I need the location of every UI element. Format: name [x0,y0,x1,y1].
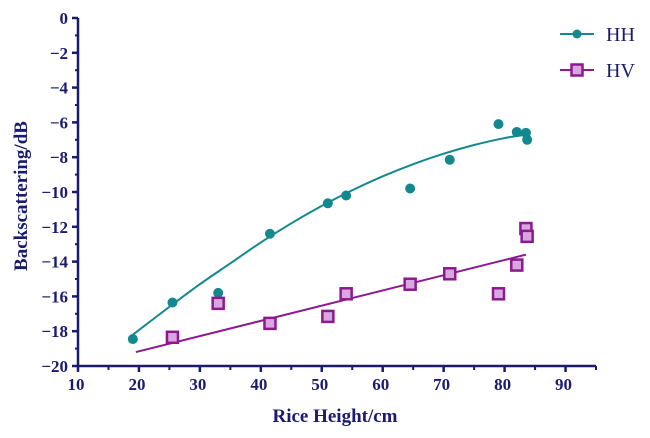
point-hv [442,267,457,281]
point-hh [264,228,275,239]
y-tick-label: −6 [50,113,68,132]
point-hh [167,297,178,308]
x-tick-label: 80 [494,375,511,394]
y-tick-label: −10 [41,183,68,202]
x-tick-label: 90 [555,375,572,394]
y-tick-label: −4 [50,79,69,98]
x-tick-label: 60 [372,375,389,394]
point-hh [213,287,224,298]
point-hv [510,258,524,272]
y-tick-label: 0 [60,9,69,28]
legend-marker-hh [572,29,582,39]
point-hv [520,229,534,244]
point-hv [321,309,335,324]
point-hh [127,334,138,345]
point-hv [491,287,506,301]
x-tick-label: 10 [68,375,85,394]
y-tick-label: −20 [41,357,68,376]
fit-lines [132,133,528,354]
point-hv [339,287,353,301]
legend-label-hv: HV [606,60,635,82]
legend-marker-hv [570,63,584,77]
point-hh [493,119,504,130]
point-hv [211,296,225,311]
x-axis-title: Rice Height/cm [272,406,397,427]
y-tick-label: −2 [50,44,68,63]
legend: HH HV [560,24,635,82]
fit-line-hv [135,253,527,354]
fit-line-hh [132,133,528,336]
x-tick-label: 70 [433,375,450,394]
point-hh [511,126,522,137]
data-points [127,119,534,345]
x-tick-label: 20 [128,375,145,394]
x-tick-label: 40 [250,375,267,394]
y-axis-title: Backscattering/dB [11,121,32,271]
point-hv [263,316,277,331]
y-tick-label: −18 [41,322,68,341]
legend-label-hh: HH [606,24,635,46]
x-tick-label: 30 [189,375,206,394]
point-hh [444,154,455,165]
x-tick-label: 50 [311,375,328,394]
point-hh [522,134,533,145]
point-hh [322,198,333,209]
point-hv [403,277,417,291]
point-hh [341,190,352,201]
y-tick-label: −14 [41,253,68,272]
point-hh [405,183,416,194]
y-tick-label: −12 [41,218,68,237]
point-hv [165,330,180,345]
y-tick-label: −8 [50,148,68,167]
y-tick-label: −16 [41,287,68,306]
